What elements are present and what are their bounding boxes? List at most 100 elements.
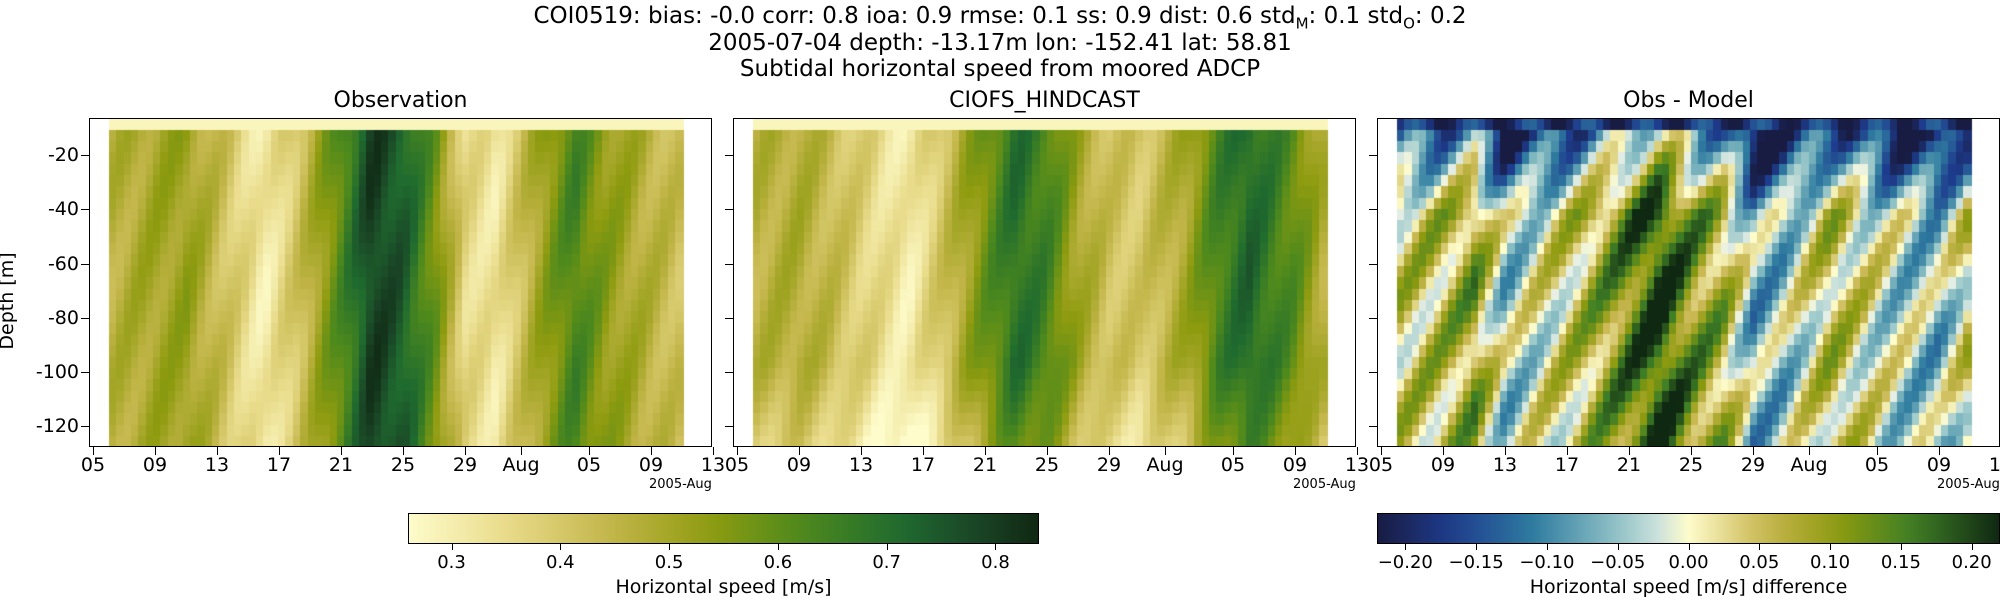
colorbar-tick-label: 0.4 bbox=[545, 552, 575, 573]
std-o-subscript: O bbox=[1403, 14, 1415, 33]
colorbar-tick bbox=[995, 544, 997, 550]
x-tick bbox=[923, 447, 924, 455]
colorbar-tick-label: 0.05 bbox=[1739, 552, 1780, 573]
x-tick bbox=[465, 447, 466, 455]
x-tick-label: 05 bbox=[1220, 454, 1246, 476]
colorbar-tick bbox=[1900, 544, 1902, 550]
y-tick bbox=[725, 426, 733, 428]
colorbar-tick bbox=[1476, 544, 1478, 550]
colorbar-tick bbox=[1830, 544, 1832, 550]
x-tick-label: 17 bbox=[910, 454, 936, 476]
x-tick-label: 29 bbox=[452, 454, 478, 476]
x-tick-label: 09 bbox=[786, 454, 812, 476]
x-tick-label: 13 bbox=[700, 454, 726, 476]
x-tick-label: 09 bbox=[638, 454, 664, 476]
y-tick bbox=[1369, 154, 1377, 156]
x-tick bbox=[1165, 447, 1166, 455]
x-tick bbox=[1233, 447, 1234, 455]
x-tick-label: 25 bbox=[1034, 454, 1060, 476]
y-tick-label: -120 bbox=[35, 415, 79, 438]
colorbar-tick-label: −0.05 bbox=[1590, 552, 1646, 573]
y-tick bbox=[725, 372, 733, 374]
x-tick bbox=[1567, 447, 1568, 455]
colorbar-tick-label: 0.6 bbox=[763, 552, 793, 573]
x-tick bbox=[1443, 447, 1444, 455]
stats-text-end: : 0.2 bbox=[1414, 3, 1467, 29]
y-tick bbox=[81, 154, 89, 156]
x-tick-label: 21 bbox=[1616, 454, 1642, 476]
colorbar-tick bbox=[777, 544, 779, 550]
colorbar-tick bbox=[1546, 544, 1548, 550]
y-tick-label: -80 bbox=[47, 306, 79, 329]
figure-title-line2: 2005-07-04 depth: -13.17m lon: -152.41 l… bbox=[708, 30, 1292, 56]
x-tick bbox=[1939, 447, 1940, 455]
colorbar-tick-label: 0.5 bbox=[654, 552, 684, 573]
x-tick-label: 17 bbox=[266, 454, 292, 476]
x-tick bbox=[985, 447, 986, 455]
x-tick bbox=[521, 447, 522, 455]
y-tick bbox=[81, 209, 89, 211]
panel-title-difference: Obs - Model bbox=[1623, 88, 1754, 113]
colorbar-tick bbox=[886, 544, 888, 550]
x-tick bbox=[713, 447, 714, 455]
x-tick-label: Aug bbox=[502, 454, 540, 476]
y-tick bbox=[81, 263, 89, 265]
x-offset-label: 2005-Aug bbox=[649, 477, 712, 492]
figure-title-line3: Subtidal horizontal speed from moored AD… bbox=[739, 56, 1261, 82]
x-tick-label: 13 bbox=[1344, 454, 1370, 476]
x-tick-label: 05 bbox=[576, 454, 602, 476]
x-tick bbox=[279, 447, 280, 455]
x-tick bbox=[1877, 447, 1878, 455]
x-tick-label: 21 bbox=[972, 454, 998, 476]
heatmap-model bbox=[733, 118, 1356, 447]
colorbar-tick bbox=[560, 544, 562, 550]
x-offset-label: 2005-Aug bbox=[1937, 477, 2000, 492]
std-m-subscript: M bbox=[1295, 14, 1309, 33]
x-tick-label: 13 bbox=[204, 454, 230, 476]
panel-title-observation: Observation bbox=[333, 88, 468, 113]
colorbar-tick-label: 0.8 bbox=[981, 552, 1010, 573]
x-tick bbox=[1753, 447, 1754, 455]
x-tick-label: 09 bbox=[1282, 454, 1308, 476]
x-tick bbox=[589, 447, 590, 455]
colorbar-speed-label: Horizontal speed [m/s] bbox=[615, 576, 832, 598]
colorbar-tick-label: 0.15 bbox=[1880, 552, 1921, 573]
x-tick-label: 29 bbox=[1740, 454, 1766, 476]
x-tick bbox=[1047, 447, 1048, 455]
colorbar-tick-label: −0.10 bbox=[1519, 552, 1575, 573]
colorbar-tick-label: 0.10 bbox=[1810, 552, 1851, 573]
x-tick bbox=[403, 447, 404, 455]
colorbar-tick-label: 0.7 bbox=[872, 552, 901, 573]
x-tick-label: 09 bbox=[1430, 454, 1456, 476]
panel-title-model: CIOFS_HINDCAST bbox=[949, 88, 1140, 113]
x-tick bbox=[341, 447, 342, 455]
colorbar-tick-label: 0.20 bbox=[1951, 552, 1992, 573]
x-offset-label: 2005-Aug bbox=[1293, 477, 1356, 492]
x-tick bbox=[1505, 447, 1506, 455]
stats-text: COI0519: bias: -0.0 corr: 0.8 ioa: 0.9 r… bbox=[533, 3, 1296, 29]
y-tick bbox=[725, 154, 733, 156]
x-tick-label: 13 bbox=[1492, 454, 1518, 476]
y-tick bbox=[81, 426, 89, 428]
x-tick-label: 17 bbox=[1554, 454, 1580, 476]
colorbar-tick-label: 0.3 bbox=[437, 552, 466, 573]
colorbar-tick bbox=[451, 544, 453, 550]
x-tick bbox=[861, 447, 862, 455]
x-tick-label: 09 bbox=[142, 454, 168, 476]
x-tick bbox=[1381, 447, 1382, 455]
y-tick bbox=[1369, 426, 1377, 428]
x-tick-label: Aug bbox=[1146, 454, 1184, 476]
stats-text-mid: : 0.1 std bbox=[1308, 3, 1404, 29]
x-tick bbox=[651, 447, 652, 455]
heatmap-difference bbox=[1377, 118, 2000, 447]
colorbar-tick bbox=[1617, 544, 1619, 550]
x-tick-label: 09 bbox=[1926, 454, 1952, 476]
heatmap-model-canvas bbox=[734, 119, 1355, 446]
colorbar-tick-label: −0.15 bbox=[1448, 552, 1504, 573]
y-axis-title: Depth [m] bbox=[0, 252, 18, 350]
figure-title-line1: COI0519: bias: -0.0 corr: 0.8 ioa: 0.9 r… bbox=[0, 3, 2000, 37]
x-tick bbox=[217, 447, 218, 455]
y-tick-label: -60 bbox=[47, 252, 79, 275]
x-tick bbox=[1629, 447, 1630, 455]
x-tick bbox=[799, 447, 800, 455]
